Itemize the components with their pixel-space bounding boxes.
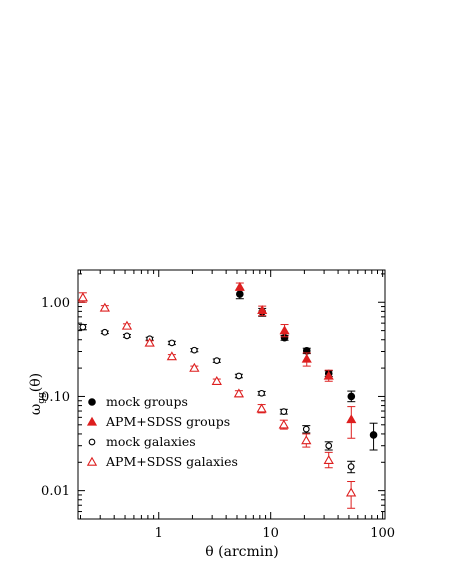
data-point: [347, 392, 356, 401]
data-point: [79, 323, 87, 331]
y-axis-label-tail: (θ): [28, 373, 44, 392]
data-point: [189, 362, 200, 372]
legend-marker: [88, 398, 96, 406]
data-point: [279, 325, 290, 335]
legend-label: APM+SDSS galaxies: [105, 454, 238, 469]
series-apm-sdss-groups: [234, 281, 357, 439]
data-point: [280, 408, 288, 415]
x-tick-label: 1: [155, 526, 163, 541]
legend-item: APM+SDSS groups: [86, 414, 230, 429]
data-point: [99, 302, 110, 312]
legend-marker: [88, 438, 96, 446]
data-point: [213, 357, 221, 364]
legend-label: mock groups: [106, 394, 188, 409]
data-point: [325, 442, 333, 450]
data-point: [144, 337, 155, 347]
plot-frame: [77, 269, 386, 520]
data-point: [302, 425, 310, 433]
legend-marker: [86, 416, 98, 426]
data-point: [168, 339, 176, 347]
data-point: [301, 353, 312, 363]
y-tick-label: 0.01: [41, 484, 70, 499]
data-point: [101, 328, 109, 336]
data-marks: [77, 281, 378, 509]
data-point: [234, 281, 245, 291]
series-apm-sdss-galaxies: [77, 292, 357, 509]
data-point: [235, 372, 243, 380]
data-point: [123, 332, 131, 340]
y-axis-label-main: ω: [28, 404, 44, 415]
data-point: [301, 435, 312, 445]
data-point: [257, 305, 268, 315]
series-mock-galaxies: [78, 323, 356, 474]
data-point: [323, 454, 334, 464]
axes: 1 10 100 0.01 0.10 1.00: [41, 269, 395, 541]
data-point: [258, 389, 265, 397]
data-point: [233, 388, 245, 398]
data-point: [77, 292, 89, 302]
y-tick-label: 0.10: [41, 390, 70, 405]
x-tick-label: 100: [370, 526, 395, 541]
data-point: [236, 290, 244, 298]
legend-marker: [86, 456, 98, 466]
legend-item: APM+SDSS galaxies: [86, 454, 238, 469]
data-point: [346, 414, 357, 424]
legend-label: APM+SDSS groups: [105, 414, 230, 429]
x-tick-label: 10: [262, 526, 279, 541]
data-point: [166, 351, 178, 361]
y-tick-label: 1.00: [41, 296, 70, 311]
data-point: [211, 375, 222, 385]
data-point: [278, 419, 289, 429]
data-point: [323, 370, 334, 380]
legend-label: mock galaxies: [106, 434, 196, 449]
y-axis-label-sub: gg: [37, 392, 47, 404]
legend-item: mock groups: [88, 394, 188, 409]
data-point: [256, 403, 267, 413]
data-point: [369, 431, 378, 439]
data-point: [347, 463, 355, 470]
legend-item: mock galaxies: [88, 434, 196, 449]
y-axis-label: ωgg(θ): [28, 373, 47, 415]
x-axis-label: θ (arcmin): [205, 544, 278, 560]
data-point: [121, 320, 133, 330]
legend: mock groups APM+SDSS groups mock galaxies A…: [86, 394, 238, 469]
data-point: [345, 487, 357, 497]
data-point: [190, 346, 198, 354]
